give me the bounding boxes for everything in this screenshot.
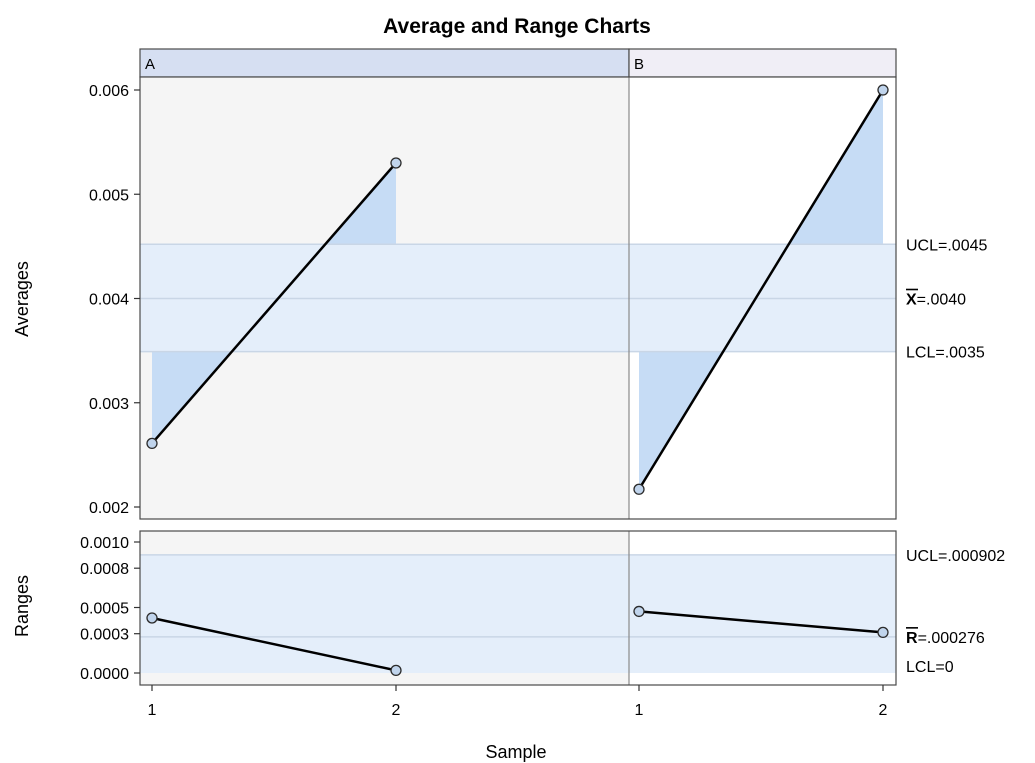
averages-y-tick-label: 0.004: [89, 292, 129, 309]
ranges-y-tick-label: 0.0003: [80, 627, 129, 644]
ranges-axis-label: Ranges: [12, 575, 32, 637]
ranges-lcl-label: LCL=0: [906, 659, 954, 676]
ranges-y-tick-label: 0.0000: [80, 666, 129, 683]
sample-axis-label: Sample: [485, 742, 546, 762]
panel-label-a: A: [145, 56, 155, 73]
panel-header-b: [628, 48, 897, 78]
averages-y-tick-label: 0.002: [89, 500, 129, 517]
averages-center-value: =.0040: [917, 292, 966, 309]
ranges-series-line-a: [151, 616, 397, 672]
x-tick-label: 1: [148, 702, 157, 719]
ranges-series-line-b: [638, 610, 884, 634]
panel-label-b: B: [634, 56, 644, 73]
averages-point-a-2: [390, 157, 402, 169]
averages-chart: A B 0.002 0.003 0.004 0.005 0.006 UCL=.0045 X=.0…: [89, 48, 987, 520]
averages-y-tick-label: 0.005: [89, 187, 129, 204]
averages-ucl-label: UCL=.0045: [906, 237, 987, 254]
ranges-point-b-2: [877, 626, 889, 639]
ranges-point-a-2: [390, 664, 402, 677]
ranges-center-symbol: R: [906, 630, 918, 647]
averages-point-b-1: [633, 483, 645, 495]
averages-center-symbol: X: [906, 292, 917, 309]
ranges-chart: 0.0010 0.0008 0.0005 0.0003 0.0000 UCL=.00090…: [80, 530, 1005, 719]
averages-lcl-label: LCL=.0035: [906, 345, 985, 362]
averages-y-tick-label: 0.003: [89, 396, 129, 413]
x-tick-label: 2: [392, 702, 401, 719]
ranges-center-value: =.000276: [918, 630, 985, 647]
chart-title: Average and Range Charts: [383, 15, 651, 38]
averages-point-b-2: [877, 84, 889, 96]
averages-series-line-a: [151, 162, 397, 445]
ranges-y-tick-label: 0.0010: [80, 535, 129, 552]
ranges-y-tick-label: 0.0008: [80, 561, 129, 578]
panel-header-a: [139, 48, 630, 78]
averages-series-line-b: [637, 89, 885, 490]
averages-center-label: X=.0040: [906, 292, 966, 309]
ranges-control-limit-band: [140, 554, 896, 673]
averages-y-tick-label: 0.006: [89, 83, 129, 100]
x-tick-label: 2: [879, 702, 888, 719]
ranges-y-tick-label: 0.0005: [80, 601, 129, 618]
ranges-ucl-label: UCL=.000902: [906, 548, 1005, 565]
averages-axis-label: Averages: [12, 261, 32, 337]
ranges-point-b-1: [633, 605, 645, 618]
x-tick-label: 1: [635, 702, 644, 719]
ranges-point-a-1: [146, 612, 158, 624]
ranges-center-label: R=.000276: [906, 630, 985, 647]
averages-point-a-1: [146, 437, 158, 450]
